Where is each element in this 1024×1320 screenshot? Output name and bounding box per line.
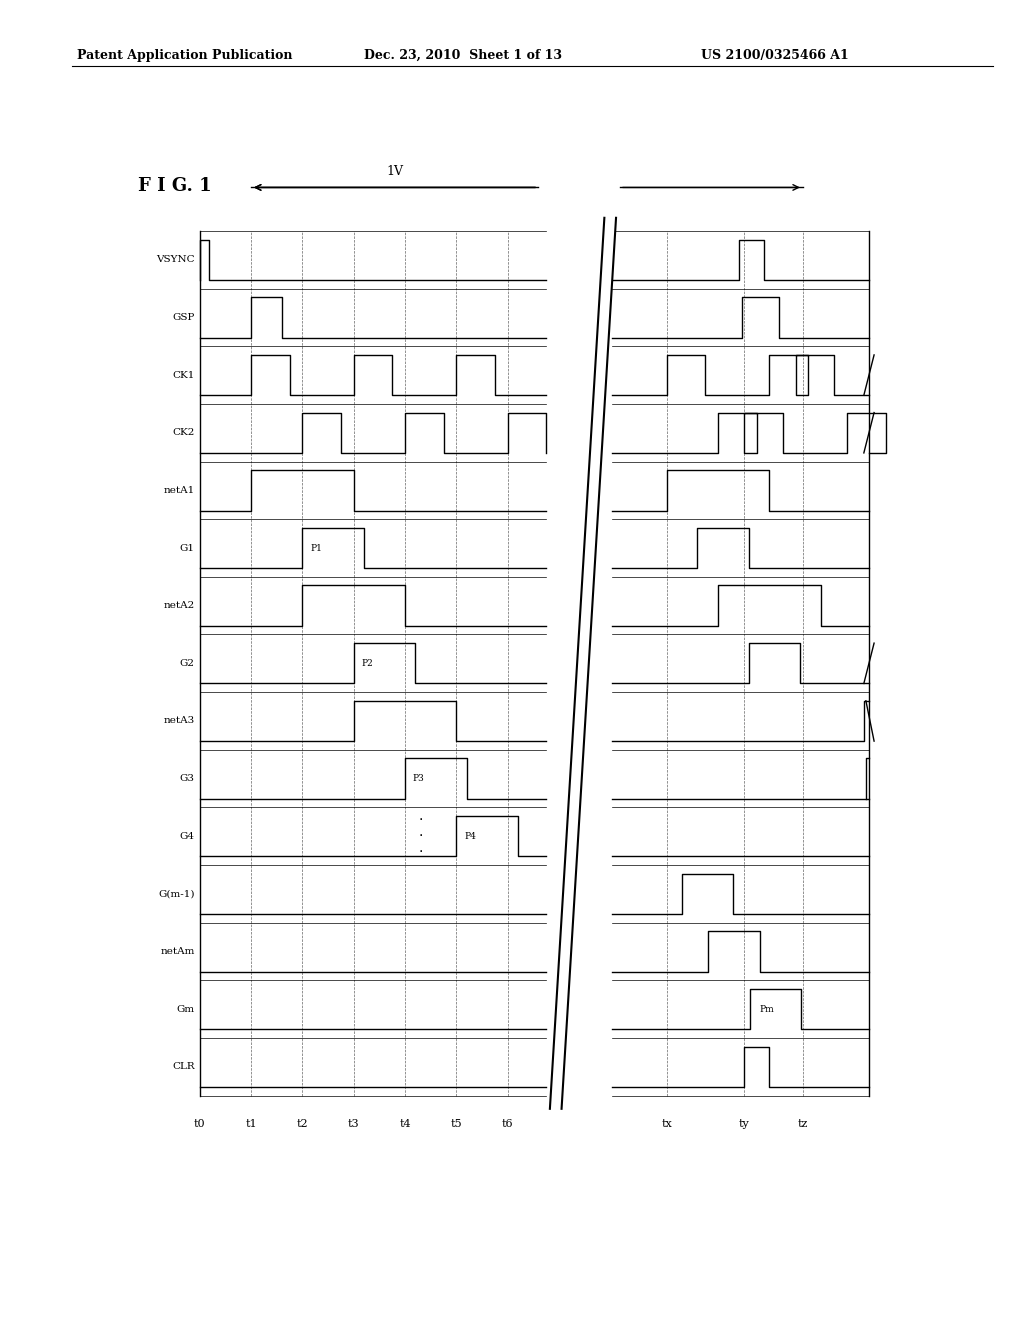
Text: Pm: Pm (760, 1005, 774, 1014)
Text: Dec. 23, 2010  Sheet 1 of 13: Dec. 23, 2010 Sheet 1 of 13 (364, 49, 561, 62)
Text: P3: P3 (413, 774, 425, 783)
Text: 1V: 1V (386, 165, 403, 178)
Text: ty: ty (739, 1119, 750, 1130)
Text: VSYNC: VSYNC (156, 255, 195, 264)
Text: netA2: netA2 (163, 601, 195, 610)
Text: t6: t6 (502, 1119, 514, 1130)
Polygon shape (550, 218, 616, 1109)
Text: CK1: CK1 (172, 371, 195, 380)
Text: US 2100/0325466 A1: US 2100/0325466 A1 (701, 49, 849, 62)
Text: G4: G4 (179, 832, 195, 841)
Text: G3: G3 (179, 774, 195, 783)
Text: F I G. 1: F I G. 1 (138, 177, 212, 195)
Text: G1: G1 (179, 544, 195, 553)
Text: P4: P4 (464, 832, 476, 841)
Text: t5: t5 (451, 1119, 462, 1130)
Text: t3: t3 (348, 1119, 359, 1130)
Text: Gm: Gm (176, 1005, 195, 1014)
Text: ⋅
⋅
⋅: ⋅ ⋅ ⋅ (419, 813, 423, 859)
Text: P1: P1 (310, 544, 322, 553)
Text: netA1: netA1 (163, 486, 195, 495)
Text: t2: t2 (297, 1119, 308, 1130)
Text: G2: G2 (179, 659, 195, 668)
Text: netAm: netAm (160, 946, 195, 956)
Text: tz: tz (798, 1119, 808, 1130)
Text: t0: t0 (194, 1119, 206, 1130)
Text: P2: P2 (361, 659, 373, 668)
Text: tx: tx (662, 1119, 672, 1130)
Text: CLR: CLR (172, 1063, 195, 1072)
Text: GSP: GSP (172, 313, 195, 322)
Text: netA3: netA3 (163, 717, 195, 726)
Text: CK2: CK2 (172, 428, 195, 437)
Text: t4: t4 (399, 1119, 411, 1130)
Text: G(m-1): G(m-1) (158, 890, 195, 899)
Text: t1: t1 (245, 1119, 257, 1130)
Text: Patent Application Publication: Patent Application Publication (77, 49, 292, 62)
